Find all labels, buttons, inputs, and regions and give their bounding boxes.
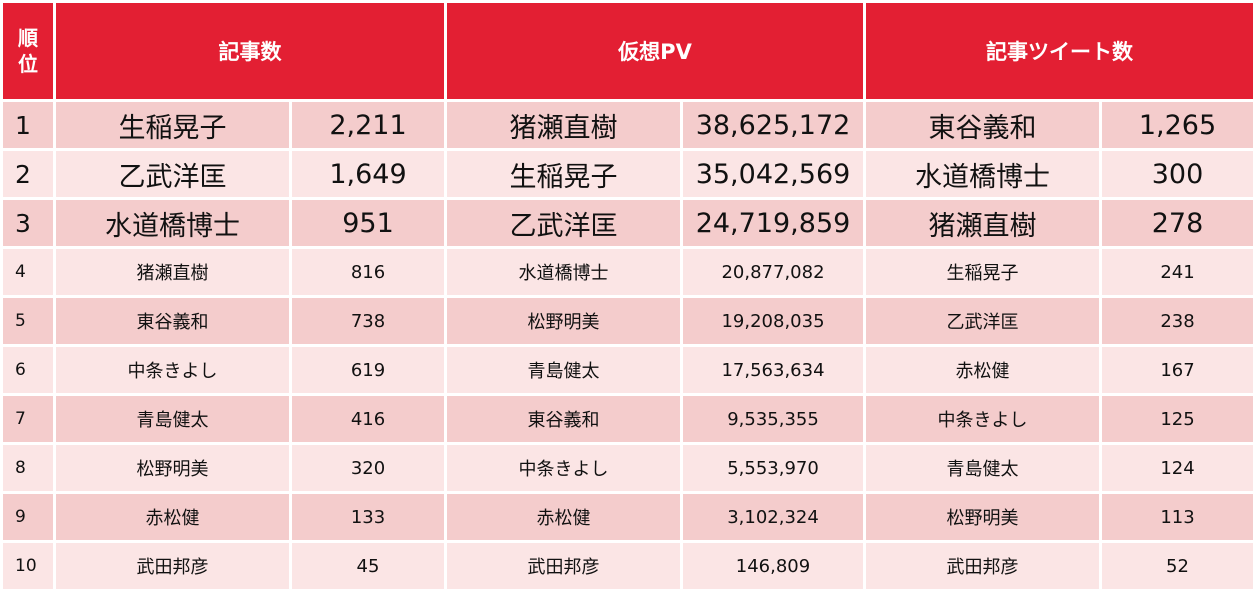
pv-value-cell: 17,563,634 — [683, 347, 863, 393]
rank-cell: 1 — [3, 102, 53, 148]
tweet-name-cell: 赤松健 — [866, 347, 1099, 393]
tweet-count-cell: 1,265 — [1102, 102, 1253, 148]
pv-value-cell: 35,042,569 — [683, 151, 863, 197]
rank-cell: 9 — [3, 494, 53, 540]
pv-name-cell: 生稲晃子 — [447, 151, 680, 197]
article-name-cell: 赤松健 — [56, 494, 289, 540]
rank-cell: 2 — [3, 151, 53, 197]
pv-name-cell: 猪瀬直樹 — [447, 102, 680, 148]
table-row: 4 猪瀬直樹 816 水道橋博士 20,877,082 生稲晃子 241 — [3, 249, 1253, 295]
tweet-count-cell: 125 — [1102, 396, 1253, 442]
pv-name-cell: 乙武洋匡 — [447, 200, 680, 246]
tweet-name-cell: 生稲晃子 — [866, 249, 1099, 295]
rank-cell: 10 — [3, 543, 53, 589]
tweet-count-cell: 238 — [1102, 298, 1253, 344]
table-row: 2 乙武洋匡 1,649 生稲晃子 35,042,569 水道橋博士 300 — [3, 151, 1253, 197]
tweet-count-cell: 241 — [1102, 249, 1253, 295]
article-count-cell: 416 — [292, 396, 444, 442]
article-name-cell: 生稲晃子 — [56, 102, 289, 148]
tweet-name-cell: 中条きよし — [866, 396, 1099, 442]
rank-cell: 8 — [3, 445, 53, 491]
tweet-count-cell: 113 — [1102, 494, 1253, 540]
pv-name-cell: 松野明美 — [447, 298, 680, 344]
pv-name-cell: 水道橋博士 — [447, 249, 680, 295]
article-name-cell: 水道橋博士 — [56, 200, 289, 246]
rank-cell: 6 — [3, 347, 53, 393]
pv-name-cell: 武田邦彦 — [447, 543, 680, 589]
rank-cell: 3 — [3, 200, 53, 246]
article-name-cell: 東谷義和 — [56, 298, 289, 344]
table-row: 5 東谷義和 738 松野明美 19,208,035 乙武洋匡 238 — [3, 298, 1253, 344]
tweet-count-cell: 124 — [1102, 445, 1253, 491]
pv-value-cell: 38,625,172 — [683, 102, 863, 148]
article-name-cell: 猪瀬直樹 — [56, 249, 289, 295]
header-row: 順位 記事数 仮想PV 記事ツイート数 — [3, 3, 1253, 99]
pv-value-cell: 146,809 — [683, 543, 863, 589]
article-count-header: 記事数 — [56, 3, 444, 99]
article-name-cell: 武田邦彦 — [56, 543, 289, 589]
pv-value-cell: 5,553,970 — [683, 445, 863, 491]
article-count-cell: 951 — [292, 200, 444, 246]
article-tweets-header: 記事ツイート数 — [866, 3, 1253, 99]
article-count-cell: 320 — [292, 445, 444, 491]
table-row: 7 青島健太 416 東谷義和 9,535,355 中条きよし 125 — [3, 396, 1253, 442]
article-count-cell: 619 — [292, 347, 444, 393]
table-row: 9 赤松健 133 赤松健 3,102,324 松野明美 113 — [3, 494, 1253, 540]
article-count-cell: 738 — [292, 298, 444, 344]
tweet-count-cell: 167 — [1102, 347, 1253, 393]
tweet-count-cell: 300 — [1102, 151, 1253, 197]
table-row: 8 松野明美 320 中条きよし 5,553,970 青島健太 124 — [3, 445, 1253, 491]
article-count-cell: 45 — [292, 543, 444, 589]
tweet-name-cell: 松野明美 — [866, 494, 1099, 540]
tweet-count-cell: 52 — [1102, 543, 1253, 589]
article-name-cell: 中条きよし — [56, 347, 289, 393]
tweet-name-cell: 猪瀬直樹 — [866, 200, 1099, 246]
table-row: 10 武田邦彦 45 武田邦彦 146,809 武田邦彦 52 — [3, 543, 1253, 589]
rank-cell: 7 — [3, 396, 53, 442]
pv-value-cell: 20,877,082 — [683, 249, 863, 295]
article-name-cell: 松野明美 — [56, 445, 289, 491]
article-name-cell: 青島健太 — [56, 396, 289, 442]
rank-cell: 5 — [3, 298, 53, 344]
article-count-cell: 1,649 — [292, 151, 444, 197]
article-count-cell: 133 — [292, 494, 444, 540]
tweet-name-cell: 乙武洋匡 — [866, 298, 1099, 344]
pv-name-cell: 中条きよし — [447, 445, 680, 491]
article-count-cell: 816 — [292, 249, 444, 295]
article-count-cell: 2,211 — [292, 102, 444, 148]
pv-name-cell: 青島健太 — [447, 347, 680, 393]
tweet-name-cell: 武田邦彦 — [866, 543, 1099, 589]
article-name-cell: 乙武洋匡 — [56, 151, 289, 197]
table-row: 6 中条きよし 619 青島健太 17,563,634 赤松健 167 — [3, 347, 1253, 393]
tweet-name-cell: 水道橋博士 — [866, 151, 1099, 197]
pv-value-cell: 3,102,324 — [683, 494, 863, 540]
pv-value-cell: 9,535,355 — [683, 396, 863, 442]
tweet-name-cell: 東谷義和 — [866, 102, 1099, 148]
table-row: 3 水道橋博士 951 乙武洋匡 24,719,859 猪瀬直樹 278 — [3, 200, 1253, 246]
tweet-count-cell: 278 — [1102, 200, 1253, 246]
pv-value-cell: 24,719,859 — [683, 200, 863, 246]
pv-name-cell: 東谷義和 — [447, 396, 680, 442]
rank-column-header: 順位 — [3, 3, 53, 99]
pv-value-cell: 19,208,035 — [683, 298, 863, 344]
rank-header-label: 順位 — [18, 26, 38, 76]
tweet-name-cell: 青島健太 — [866, 445, 1099, 491]
pv-name-cell: 赤松健 — [447, 494, 680, 540]
virtual-pv-header: 仮想PV — [447, 3, 863, 99]
rank-cell: 4 — [3, 249, 53, 295]
table-row: 1 生稲晃子 2,211 猪瀬直樹 38,625,172 東谷義和 1,265 — [3, 102, 1253, 148]
